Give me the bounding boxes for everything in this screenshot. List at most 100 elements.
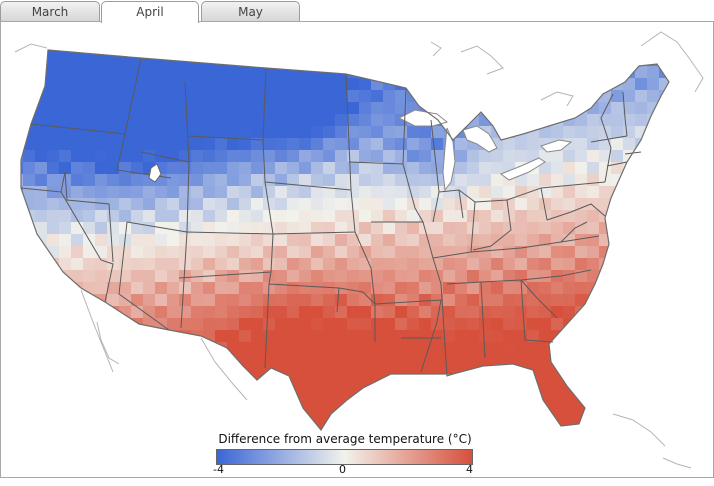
heat-cell bbox=[443, 354, 455, 366]
heat-cell bbox=[143, 378, 155, 390]
heat-cell bbox=[347, 174, 359, 186]
heat-cell bbox=[179, 234, 191, 246]
heat-cell bbox=[239, 378, 251, 390]
heat-cell bbox=[143, 330, 155, 342]
heat-cell bbox=[191, 366, 203, 378]
heat-cell bbox=[107, 198, 119, 210]
heat-cell bbox=[671, 366, 683, 378]
heat-cell bbox=[23, 78, 35, 90]
heat-cell bbox=[263, 390, 275, 402]
heat-cell bbox=[143, 318, 155, 330]
heat-cell bbox=[635, 198, 647, 210]
heat-cell bbox=[647, 198, 659, 210]
heat-cell bbox=[275, 126, 287, 138]
heat-cell bbox=[275, 186, 287, 198]
heat-cell bbox=[179, 366, 191, 378]
heat-cell bbox=[371, 342, 383, 354]
heat-cell bbox=[131, 234, 143, 246]
heat-cell bbox=[131, 126, 143, 138]
heat-cell bbox=[635, 306, 647, 318]
heat-cell bbox=[467, 66, 479, 78]
heat-cell bbox=[671, 246, 683, 258]
heat-cell bbox=[275, 318, 287, 330]
heat-cell bbox=[299, 306, 311, 318]
heat-cell bbox=[275, 222, 287, 234]
heat-cell bbox=[527, 90, 539, 102]
heat-cell bbox=[347, 342, 359, 354]
heat-cell bbox=[551, 162, 563, 174]
heat-cell bbox=[623, 246, 635, 258]
heat-cell bbox=[71, 270, 83, 282]
state-borders bbox=[20, 57, 642, 377]
heat-cell bbox=[659, 294, 669, 306]
heat-cell bbox=[539, 354, 551, 366]
heat-cell bbox=[371, 138, 383, 150]
heat-cell bbox=[371, 222, 383, 234]
heat-cell bbox=[167, 246, 179, 258]
heat-cell bbox=[59, 282, 71, 294]
heat-cell bbox=[551, 186, 563, 198]
heat-cell bbox=[239, 66, 251, 78]
heat-cell bbox=[539, 378, 551, 390]
heat-cell bbox=[587, 366, 599, 378]
heat-cell bbox=[59, 354, 71, 366]
heat-cell bbox=[323, 198, 335, 210]
heat-cell bbox=[359, 318, 371, 330]
heat-cell bbox=[287, 258, 299, 270]
heat-cell bbox=[47, 330, 59, 342]
heat-cell bbox=[335, 390, 347, 402]
heat-cell bbox=[131, 78, 143, 90]
heat-cell bbox=[455, 378, 467, 390]
heat-cell bbox=[215, 138, 227, 150]
heat-cell bbox=[23, 246, 35, 258]
heat-cell bbox=[395, 50, 407, 54]
heat-cell bbox=[467, 270, 479, 282]
heat-cell bbox=[167, 390, 179, 402]
heat-cell bbox=[191, 426, 203, 430]
heat-cell bbox=[119, 318, 131, 330]
heat-cell bbox=[119, 198, 131, 210]
heat-cell bbox=[47, 234, 59, 246]
heat-cell bbox=[311, 150, 323, 162]
heat-cell bbox=[359, 354, 371, 366]
heat-cell bbox=[95, 90, 107, 102]
heat-cell bbox=[155, 402, 167, 414]
heat-cell bbox=[587, 426, 599, 430]
heat-cell bbox=[287, 174, 299, 186]
heat-cell bbox=[155, 270, 167, 282]
heat-cell bbox=[527, 198, 539, 210]
heat-cell bbox=[527, 174, 539, 186]
tab-april[interactable]: April bbox=[101, 1, 199, 23]
heat-cell bbox=[191, 270, 203, 282]
heat-cell bbox=[659, 54, 669, 66]
heat-cell bbox=[335, 330, 347, 342]
heat-cell bbox=[119, 378, 131, 390]
heat-cell bbox=[227, 174, 239, 186]
tab-may[interactable]: May bbox=[201, 1, 300, 21]
heat-cell bbox=[659, 174, 669, 186]
heat-cell bbox=[35, 54, 47, 66]
heat-cell bbox=[251, 162, 263, 174]
heat-cell bbox=[347, 354, 359, 366]
heat-cell bbox=[515, 66, 527, 78]
heat-cell bbox=[179, 438, 191, 450]
heat-cell bbox=[599, 378, 611, 390]
heat-cell bbox=[311, 138, 323, 150]
heat-cell bbox=[419, 198, 431, 210]
heat-cell bbox=[407, 198, 419, 210]
heat-cell bbox=[143, 294, 155, 306]
heat-cell bbox=[131, 210, 143, 222]
heat-cell bbox=[443, 234, 455, 246]
heat-cell bbox=[527, 330, 539, 342]
heat-cell bbox=[467, 198, 479, 210]
tab-march[interactable]: March bbox=[0, 1, 100, 21]
heat-cell bbox=[143, 354, 155, 366]
heat-cell bbox=[167, 366, 179, 378]
heat-cell bbox=[23, 270, 35, 282]
heat-cell bbox=[575, 114, 587, 126]
heat-cell bbox=[83, 390, 95, 402]
heat-cell bbox=[659, 138, 669, 150]
heat-cell bbox=[347, 246, 359, 258]
heat-cell bbox=[647, 294, 659, 306]
heat-cell bbox=[239, 330, 251, 342]
